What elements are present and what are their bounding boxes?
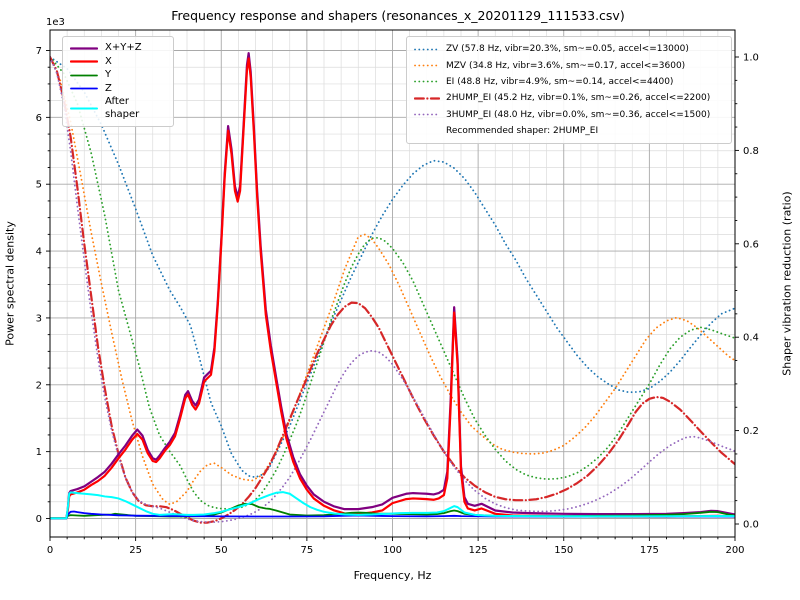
legend-entry-xyz: X+Y+Z (70, 42, 166, 55)
chart-title: Frequency response and shapers (resonanc… (171, 8, 625, 23)
y-left-tick-label: 6 (36, 113, 42, 124)
series-x (50, 57, 735, 520)
legend-line-swatch-z (70, 87, 98, 90)
x-tick-label: 25 (129, 545, 142, 556)
x-tick-label: 200 (725, 545, 744, 556)
legend-entry-ei: EI (48.8 Hz, vibr=4.9%, sm~=0.14, accel<… (414, 74, 724, 90)
x-tick-label: 100 (383, 545, 402, 556)
legend-entry-x: X (70, 56, 166, 69)
y-right-tick-label: 0.4 (743, 333, 759, 344)
tick-labels: 0 25 50 75 100 125 150 175 200 0 1 2 3 4 5 6 7 0.0 0.2 0.4 0… (36, 46, 759, 556)
y-axis-offset-text: 1e3 (46, 17, 65, 28)
legend-entry-zv: ZV (57.8 Hz, vibr=20.3%, sm~=0.05, accel… (414, 41, 724, 57)
legend-entry-label: Y (105, 69, 112, 80)
legend-line-swatch-zv (414, 48, 440, 51)
legend-entry-hump3: 3HUMP_EI (48.0 Hz, vibr=0.0%, sm~=0.36, … (414, 107, 724, 123)
legend-line-swatch-hump3 (414, 113, 440, 116)
legend-recommended-shaper: Recommended shaper: 2HUMP_EI (414, 123, 724, 139)
y-right-tick-label: 0.2 (743, 426, 759, 437)
y-left-tick-label: 2 (36, 380, 42, 391)
series-mzv (50, 56, 735, 506)
x-tick-label: 175 (640, 545, 659, 556)
x-tick-label: 50 (215, 545, 228, 556)
x-axis-label: Frequency, Hz (353, 569, 432, 582)
y-left-tick-label: 4 (36, 247, 42, 258)
legend-entry-after: After shaper (70, 96, 166, 121)
y-right-tick-label: 0.8 (743, 146, 759, 157)
legend-shapers: ZV (57.8 Hz, vibr=20.3%, sm~=0.05, accel… (406, 36, 732, 145)
y-axis-left-label: Power spectral density (3, 221, 17, 346)
legend-line-swatch-xyz (70, 47, 98, 50)
y-axis-right-label: Shaper vibration reduction (ratio) (780, 191, 794, 376)
x-tick-label: 150 (554, 545, 573, 556)
y-left-tick-label: 1 (36, 447, 42, 458)
y-left-tick-label: 7 (36, 46, 42, 57)
series-after (50, 491, 735, 520)
y-right-tick-label: 0.0 (743, 520, 759, 531)
legend-entry-label: Z (105, 82, 112, 94)
legend-entry-z: Z (70, 83, 166, 96)
legend-line-swatch-mzv (414, 64, 440, 67)
legend-line-swatch-hump2 (414, 97, 440, 100)
x-tick-label: 0 (47, 545, 53, 556)
legend-entry-label: X (105, 55, 112, 67)
series-z (50, 510, 735, 520)
legend-entry-label: 3HUMP_EI (48.0 Hz, vibr=0.0%, sm~=0.36, … (446, 109, 711, 120)
legend-entry-label: ZV (57.8 Hz, vibr=20.3%, sm~=0.05, accel… (446, 44, 689, 55)
recommended-shaper-text: Recommended shaper: 2HUMP_EI (446, 126, 599, 137)
legend-line-swatch-ei (414, 81, 440, 83)
legend-entry-y: Y (70, 69, 166, 82)
y-left-tick-label: 3 (36, 313, 42, 324)
y-left-tick-label: 0 (36, 514, 42, 525)
series-zv (50, 56, 735, 479)
legend-entry-label: EI (48.8 Hz, vibr=4.9%, sm~=0.14, accel<… (446, 76, 674, 87)
legend-line-swatch-y (70, 74, 98, 77)
x-tick-label: 125 (469, 545, 488, 556)
legend-line-swatch-after (70, 107, 98, 110)
legend-entry-label: After shaper (105, 96, 140, 120)
legend-entry-label: 2HUMP_EI (45.2 Hz, vibr=0.1%, sm~=0.26, … (446, 93, 711, 104)
legend-psd: X+Y+Z X Y Z After shaper (62, 36, 174, 127)
y-right-tick-label: 0.6 (743, 239, 759, 250)
legend-entry-hump2: 2HUMP_EI (45.2 Hz, vibr=0.1%, sm~=0.26, … (414, 90, 724, 106)
y-left-tick-label: 5 (36, 180, 42, 191)
x-tick-label: 75 (301, 545, 314, 556)
legend-entry-label: MZV (34.8 Hz, vibr=3.6%, sm~=0.17, accel… (446, 60, 686, 71)
series-ei (50, 56, 735, 510)
axis-ticks (46, 50, 739, 541)
legend-entry-label: X+Y+Z (105, 42, 142, 53)
series-hump3 (50, 56, 735, 524)
series-hump2 (50, 55, 735, 524)
y-right-tick-label: 1.0 (743, 53, 759, 64)
legend-entry-mzv: MZV (34.8 Hz, vibr=3.6%, sm~=0.17, accel… (414, 57, 724, 73)
legend-line-swatch-x (70, 60, 98, 63)
